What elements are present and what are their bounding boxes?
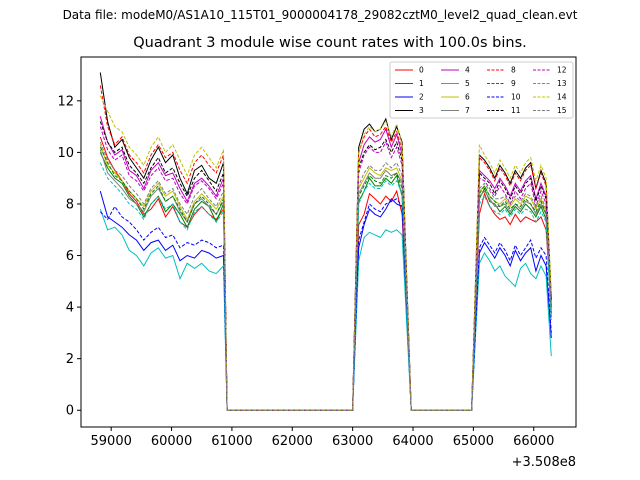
series-line-13 <box>99 162 552 411</box>
legend-label-7: 7 <box>465 106 470 115</box>
legend-label-1: 1 <box>419 79 424 88</box>
y-tick-label: 12 <box>57 94 74 109</box>
legend-label-2: 2 <box>419 93 424 102</box>
series-line-6 <box>99 144 552 411</box>
legend-label-3: 3 <box>419 106 424 115</box>
legend-label-11: 11 <box>511 106 521 115</box>
y-tick-label: 2 <box>66 352 74 367</box>
legend-label-12: 12 <box>557 66 567 75</box>
x-tick-label: 61000 <box>211 434 252 449</box>
x-tick-label: 64000 <box>392 434 433 449</box>
y-tick-label: 4 <box>66 301 74 316</box>
legend-label-5: 5 <box>465 79 470 88</box>
series-line-14 <box>99 95 552 411</box>
x-tick-label: 59000 <box>91 434 132 449</box>
x-tick-label: 60000 <box>151 434 192 449</box>
figure-suptitle: Data file: modeM0/AS1A10_115T01_90000041… <box>62 8 578 22</box>
legend-label-0: 0 <box>419 66 424 75</box>
y-axis: 0 2 4 6 8 10 12 <box>57 94 81 419</box>
plot-lines <box>99 72 552 411</box>
legend-label-8: 8 <box>511 66 516 75</box>
series-line-15 <box>99 141 552 411</box>
series-line-4 <box>99 116 552 411</box>
series-line-5 <box>99 208 552 411</box>
series-line-0 <box>99 136 552 411</box>
series-line-9 <box>99 146 552 411</box>
x-tick-label: 66000 <box>513 434 554 449</box>
legend-box <box>389 61 574 119</box>
series-line-12 <box>99 126 552 411</box>
x-tick-label: 65000 <box>453 434 494 449</box>
y-tick-label: 0 <box>66 404 74 419</box>
legend-label-4: 4 <box>465 66 470 75</box>
series-line-8 <box>99 85 552 411</box>
series-line-10 <box>99 198 552 411</box>
series-line-1 <box>99 152 552 411</box>
legend-label-10: 10 <box>511 93 521 102</box>
series-line-2 <box>99 190 552 411</box>
series-line-11 <box>99 121 552 411</box>
legend-label-6: 6 <box>465 93 470 102</box>
legend-label-14: 14 <box>557 93 567 102</box>
axes-frame <box>80 56 577 428</box>
x-tick-label: 63000 <box>332 434 373 449</box>
legend-label-13: 13 <box>557 79 567 88</box>
chart-title: Quadrant 3 module wise count rates with … <box>133 35 527 51</box>
legend-label-9: 9 <box>511 79 516 88</box>
y-tick-label: 10 <box>57 146 74 161</box>
legend-label-15: 15 <box>557 106 567 115</box>
y-tick-label: 6 <box>66 249 74 264</box>
series-line-3 <box>99 72 552 411</box>
x-axis-offset-label: +3.508e8 <box>512 455 576 470</box>
y-tick-label: 8 <box>66 197 74 212</box>
x-tick-label: 62000 <box>272 434 313 449</box>
x-axis: 59000 60000 61000 62000 63000 64000 65000 66000 <box>91 427 554 449</box>
series-line-7 <box>99 149 552 411</box>
